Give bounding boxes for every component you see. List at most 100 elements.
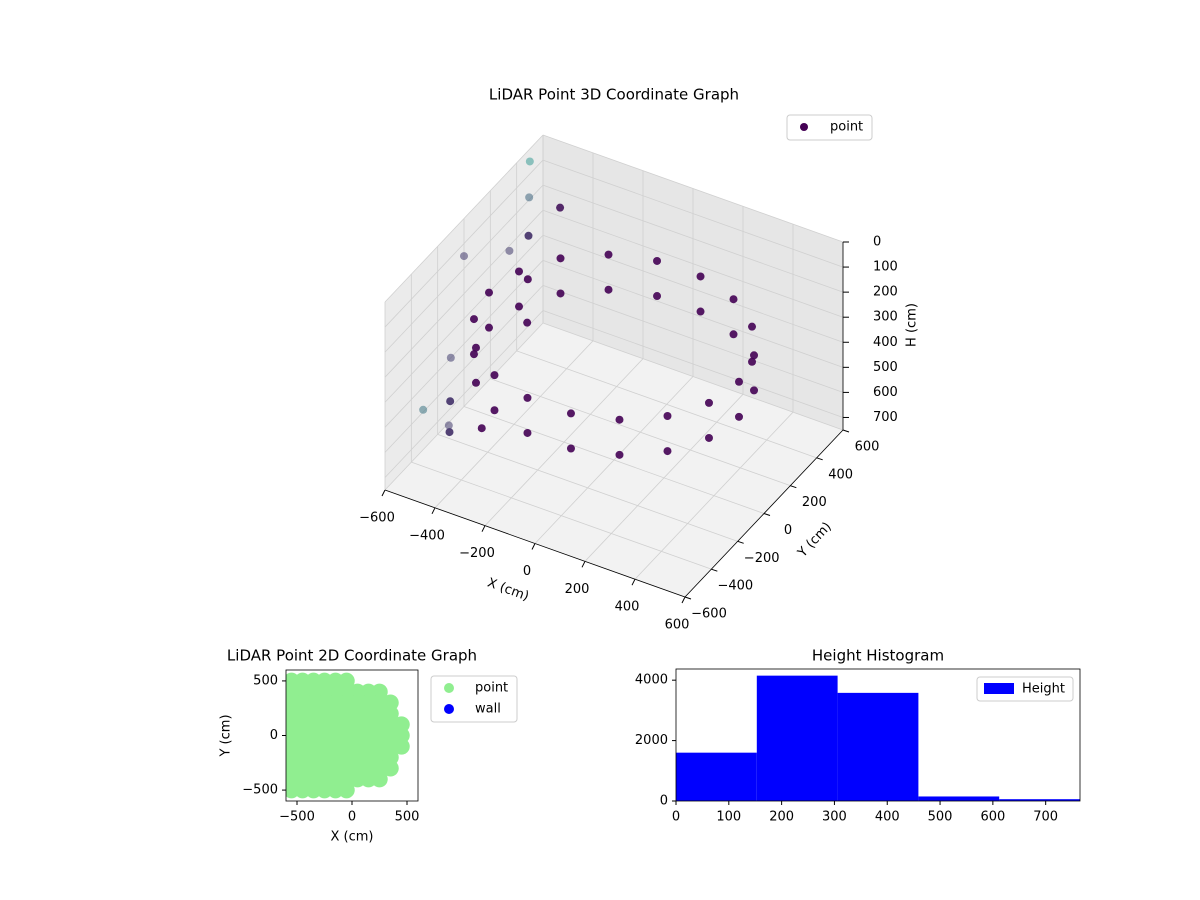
x-tick-label: −200	[459, 546, 495, 561]
point	[338, 781, 355, 799]
point	[525, 193, 534, 202]
point	[615, 415, 624, 424]
grid-line	[542, 310, 844, 418]
legend-marker	[800, 123, 808, 131]
point	[446, 397, 455, 406]
grid-line	[384, 234, 544, 403]
point	[604, 285, 613, 294]
tick-mark	[790, 485, 797, 489]
x-tick-label: 200	[769, 810, 794, 825]
tick-mark	[631, 578, 636, 586]
y-axis-label: Y (cm)	[795, 520, 835, 562]
grid-line	[542, 184, 844, 293]
y-tick-label: 400	[828, 467, 853, 482]
point	[469, 315, 478, 324]
point	[523, 275, 532, 284]
tick-mark	[531, 543, 536, 550]
y-tick-label: 0	[270, 728, 278, 743]
bar	[756, 675, 838, 801]
bar	[918, 796, 1000, 801]
x-axis-line	[384, 489, 686, 598]
point	[393, 738, 410, 755]
tick-mark	[842, 429, 850, 433]
point	[419, 405, 428, 414]
legend-marker	[444, 683, 454, 693]
tick-mark	[684, 596, 692, 600]
grid-line	[542, 285, 844, 393]
bar	[999, 799, 1080, 801]
point	[653, 292, 662, 301]
point	[471, 343, 480, 352]
point	[696, 307, 705, 316]
x-tick-label: 100	[716, 810, 741, 825]
point	[748, 357, 757, 366]
y-tick-label: 2000	[635, 733, 668, 748]
grid-line	[437, 433, 738, 542]
z-tick-label: 500	[873, 360, 898, 375]
tick-mark	[711, 568, 718, 572]
tick-mark	[481, 525, 486, 532]
point	[523, 393, 532, 402]
y-tick-label: 600	[855, 440, 880, 455]
x-tick-label: 200	[565, 582, 590, 597]
grid-line	[542, 234, 844, 343]
x-axis-label: X (cm)	[331, 830, 374, 845]
point	[515, 302, 524, 311]
z-tick-label: 400	[873, 335, 898, 350]
grid-line	[411, 461, 712, 570]
point	[477, 424, 486, 433]
tick-mark	[581, 561, 586, 568]
x-tick-label: 0	[348, 810, 356, 825]
y-tick-label: 4000	[635, 673, 668, 688]
point	[471, 378, 480, 387]
tick-mark	[681, 596, 686, 604]
legend-label: point	[475, 681, 508, 696]
grid-line	[384, 285, 544, 453]
legend-marker	[444, 704, 454, 714]
plot-area	[286, 672, 410, 799]
point	[485, 323, 493, 332]
z-tick-label: 700	[873, 410, 898, 425]
legend-label: Height	[1022, 682, 1065, 697]
point	[604, 250, 613, 259]
point	[696, 272, 705, 281]
tick-mark	[816, 457, 823, 461]
x-tick-label: 0	[523, 564, 531, 579]
x-tick-label: 500	[395, 810, 420, 825]
point	[445, 428, 454, 437]
x-tick-label: 600	[665, 618, 690, 633]
x-tick-label: 500	[928, 810, 953, 825]
x-tick-label: 700	[1033, 810, 1058, 825]
point	[653, 256, 662, 265]
legend-label: wall	[475, 702, 501, 717]
point	[704, 398, 713, 407]
grid-line	[490, 378, 791, 487]
grid-line	[384, 260, 544, 428]
point	[729, 330, 738, 339]
chart-title: LiDAR Point 2D Coordinate Graph	[227, 647, 477, 665]
x-tick-label: 0	[672, 810, 680, 825]
point	[523, 318, 532, 327]
y-tick-label: −500	[242, 783, 278, 798]
grid-line	[384, 184, 544, 353]
point	[748, 322, 757, 331]
point	[663, 411, 672, 420]
x-tick-label: −600	[359, 511, 395, 526]
grid-line	[542, 134, 844, 243]
y-tick-label: 0	[660, 794, 668, 809]
point	[446, 353, 455, 362]
chart-title: LiDAR Point 3D Coordinate Graph	[489, 86, 739, 104]
y-tick-label: −200	[744, 551, 780, 566]
point	[490, 406, 499, 415]
point	[382, 760, 399, 777]
z-tick-label: 200	[873, 285, 898, 300]
point	[523, 428, 532, 437]
legend-box	[430, 675, 518, 723]
x-tick-label: −400	[409, 528, 445, 543]
grid-line	[542, 322, 844, 431]
bar	[676, 752, 757, 801]
x-tick-label: −500	[279, 810, 315, 825]
bar	[837, 692, 919, 801]
